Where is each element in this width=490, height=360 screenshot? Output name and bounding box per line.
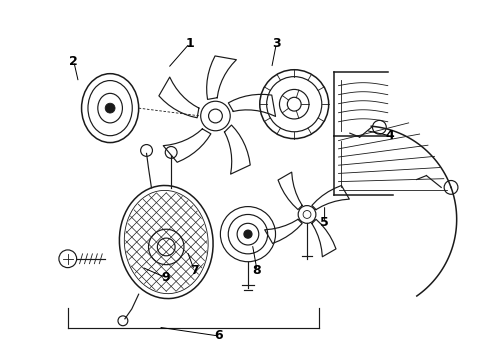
Circle shape	[244, 230, 252, 238]
Text: 6: 6	[214, 329, 223, 342]
Text: 9: 9	[161, 271, 170, 284]
Text: 8: 8	[253, 264, 261, 277]
Text: 1: 1	[185, 37, 194, 50]
Text: 7: 7	[190, 264, 199, 277]
Text: 3: 3	[272, 37, 281, 50]
Text: 5: 5	[320, 216, 329, 229]
Text: 4: 4	[385, 129, 394, 142]
Circle shape	[105, 103, 115, 113]
Text: 2: 2	[70, 55, 78, 68]
